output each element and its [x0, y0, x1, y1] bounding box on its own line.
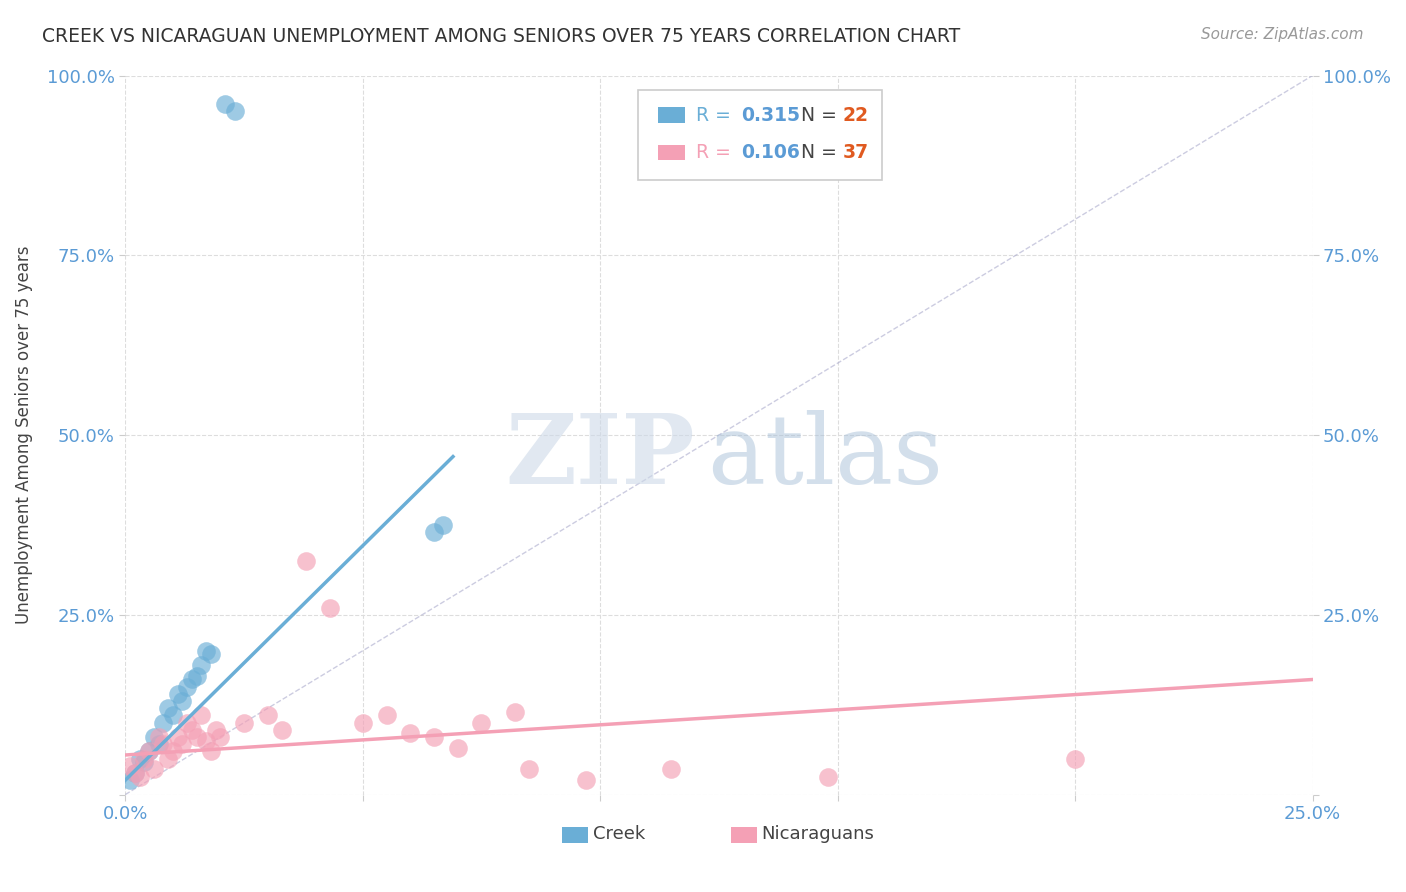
- Text: 22: 22: [842, 105, 869, 125]
- Point: [200, 744, 222, 758]
- Point: [399, 726, 422, 740]
- Text: atlas: atlas: [707, 409, 943, 504]
- Point: [138, 744, 160, 758]
- Point: [142, 730, 165, 744]
- Point: [180, 723, 202, 737]
- Point: [166, 730, 188, 744]
- Point: [190, 658, 212, 673]
- Text: R =: R =: [696, 105, 737, 125]
- Point: [162, 708, 184, 723]
- Point: [124, 766, 146, 780]
- Point: [575, 773, 598, 788]
- Point: [176, 680, 198, 694]
- Bar: [658, 107, 685, 123]
- Point: [186, 669, 208, 683]
- Point: [172, 694, 194, 708]
- Point: [186, 730, 208, 744]
- Point: [214, 97, 236, 112]
- Point: [661, 763, 683, 777]
- Point: [294, 554, 316, 568]
- Point: [176, 715, 198, 730]
- Point: [128, 751, 150, 765]
- Point: [134, 751, 156, 765]
- Point: [195, 733, 218, 747]
- Point: [172, 737, 194, 751]
- Point: [204, 723, 226, 737]
- Point: [190, 708, 212, 723]
- Point: [195, 644, 218, 658]
- Point: [142, 763, 165, 777]
- Point: [470, 715, 492, 730]
- Point: [423, 730, 446, 744]
- Point: [118, 759, 141, 773]
- Bar: [658, 145, 685, 161]
- Bar: [562, 827, 588, 843]
- Text: 37: 37: [842, 143, 869, 162]
- Point: [224, 104, 246, 119]
- Point: [118, 773, 141, 788]
- Text: Nicaraguans: Nicaraguans: [762, 825, 875, 843]
- Point: [166, 687, 188, 701]
- Point: [256, 708, 278, 723]
- Point: [517, 763, 540, 777]
- Text: N =: N =: [801, 105, 842, 125]
- Point: [1064, 751, 1087, 765]
- Point: [318, 600, 340, 615]
- Text: 0.315: 0.315: [741, 105, 800, 125]
- Text: Source: ZipAtlas.com: Source: ZipAtlas.com: [1201, 27, 1364, 42]
- Point: [157, 701, 180, 715]
- FancyBboxPatch shape: [638, 90, 882, 180]
- Point: [138, 744, 160, 758]
- Text: R =: R =: [696, 143, 737, 162]
- Point: [817, 770, 839, 784]
- Text: CREEK VS NICARAGUAN UNEMPLOYMENT AMONG SENIORS OVER 75 YEARS CORRELATION CHART: CREEK VS NICARAGUAN UNEMPLOYMENT AMONG S…: [42, 27, 960, 45]
- Point: [134, 755, 156, 769]
- Text: ZIP: ZIP: [506, 409, 695, 504]
- Text: Creek: Creek: [593, 825, 645, 843]
- Point: [152, 737, 174, 751]
- Point: [180, 673, 202, 687]
- Point: [432, 517, 454, 532]
- Y-axis label: Unemployment Among Seniors over 75 years: Unemployment Among Seniors over 75 years: [15, 246, 32, 624]
- Point: [152, 715, 174, 730]
- Point: [271, 723, 294, 737]
- Point: [447, 740, 470, 755]
- Point: [209, 730, 232, 744]
- Point: [124, 766, 146, 780]
- Point: [148, 737, 170, 751]
- Point: [423, 525, 446, 540]
- Point: [352, 715, 374, 730]
- Point: [503, 705, 526, 719]
- Text: N =: N =: [801, 143, 842, 162]
- Point: [200, 648, 222, 662]
- Point: [375, 708, 398, 723]
- Text: 0.106: 0.106: [741, 143, 800, 162]
- Point: [157, 751, 180, 765]
- Point: [128, 770, 150, 784]
- Point: [148, 730, 170, 744]
- Bar: [731, 827, 756, 843]
- Point: [233, 715, 256, 730]
- Point: [162, 744, 184, 758]
